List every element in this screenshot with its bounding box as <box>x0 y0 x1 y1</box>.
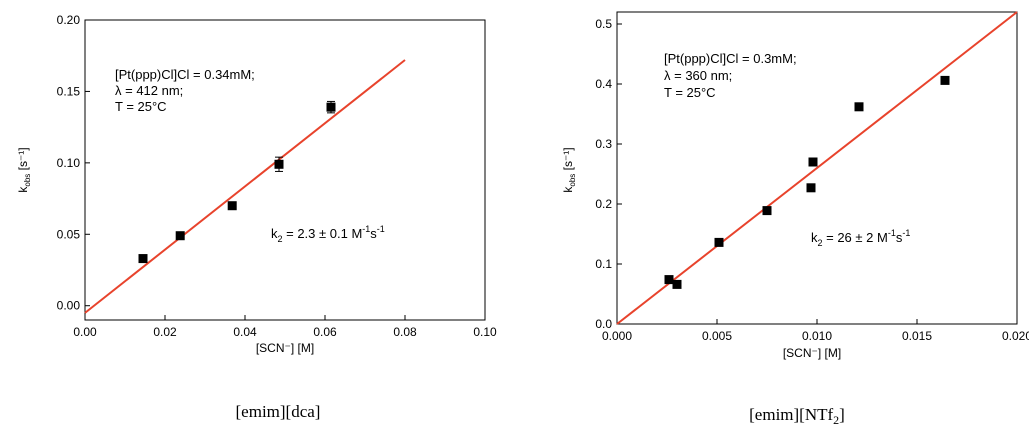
x-tick-label: 0.005 <box>702 329 732 343</box>
data-point <box>664 275 674 285</box>
fit-line-right <box>616 11 1018 325</box>
data-point <box>762 206 772 216</box>
data-point <box>714 237 724 247</box>
x-tick-label: 0.08 <box>393 325 417 339</box>
x-tick-label: 0.04 <box>233 325 257 339</box>
x-tick-label: 0.015 <box>902 329 932 343</box>
x-tick-label: 0.02 <box>153 325 177 339</box>
data-point <box>806 183 816 193</box>
y-tick-label: 0.10 <box>57 156 81 170</box>
y-axis-label-left: kobs [s⁻¹] <box>16 147 32 192</box>
plot-frame-left <box>84 19 486 321</box>
data-point <box>138 254 148 264</box>
y-tick-label: 0.15 <box>57 84 81 98</box>
fit-line-left <box>84 59 406 314</box>
x-tick-label: 0.020 <box>1002 329 1029 343</box>
data-point <box>854 102 864 112</box>
x-axis-label-right: [SCN⁻] [M] <box>783 346 841 360</box>
y-tick-label: 0.00 <box>57 299 81 313</box>
chart-right: 0.000 0.005 0.010 0.015 0.020 0.0 0.1 0.2 0.3 0.… <box>561 11 1029 427</box>
caption-right: [emim][NTf2] <box>749 405 845 427</box>
y-axis-label-right: kobs [s⁻¹] <box>561 147 577 192</box>
data-point <box>227 201 237 211</box>
x-tick-label: 0.010 <box>802 329 832 343</box>
y-tick-label: 0.3 <box>595 137 612 151</box>
y-tick-label: 0.05 <box>57 227 81 241</box>
conditions-left: [Pt(ppp)Cl]Cl = 0.34mM; λ = 412 nm; T = … <box>115 67 258 114</box>
x-tick-label: 0.10 <box>473 325 497 339</box>
data-point <box>808 157 818 167</box>
data-point <box>175 231 185 241</box>
y-tick-label: 0.5 <box>595 17 612 31</box>
x-tick-label: 0.00 <box>73 325 97 339</box>
chart-left: 0.00 0.02 0.04 0.06 0.08 0.10 0.00 0.05 0.10 0.1… <box>16 13 497 421</box>
y-tick-label: 0.0 <box>595 317 612 331</box>
data-point <box>940 75 950 85</box>
y-tick-label: 0.4 <box>595 77 612 91</box>
y-tick-label: 0.20 <box>57 13 81 27</box>
rate-constant-right: k2 = 26 ± 2 M-1s-1 <box>811 228 910 248</box>
data-point <box>274 159 284 169</box>
x-tick-label: 0.000 <box>602 329 632 343</box>
data-point <box>672 279 682 289</box>
conditions-right: [Pt(ppp)Cl]Cl = 0.3mM; λ = 360 nm; T = 2… <box>664 51 800 100</box>
x-tick-label: 0.06 <box>313 325 337 339</box>
data-point <box>326 102 336 112</box>
caption-left: [emim][dca] <box>236 402 321 421</box>
rate-constant-left: k2 = 2.3 ± 0.1 M-1s-1 <box>271 224 385 244</box>
x-axis-label-left: [SCN⁻] [M] <box>256 341 314 355</box>
y-tick-label: 0.1 <box>595 257 612 271</box>
y-tick-label: 0.2 <box>595 197 612 211</box>
